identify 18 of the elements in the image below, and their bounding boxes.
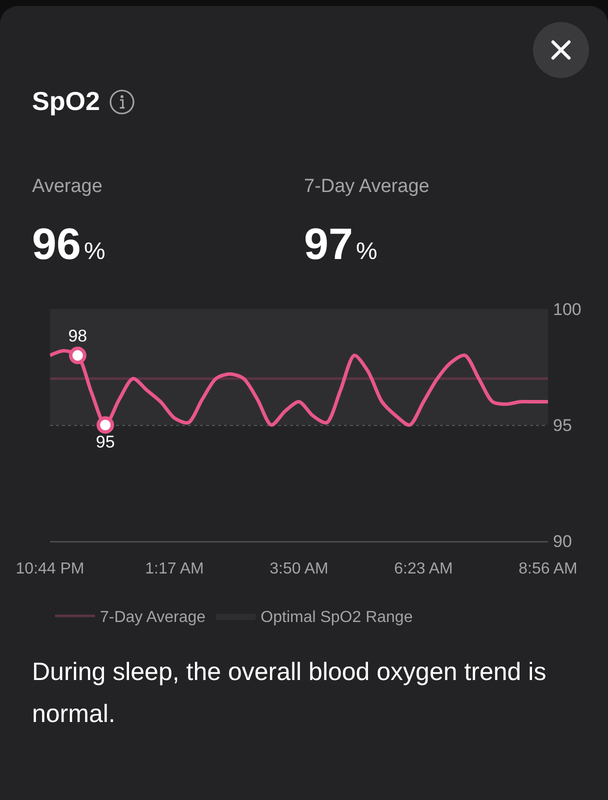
y-tick-label: 90 [553, 532, 572, 551]
x-tick-label: 10:44 PM [16, 560, 84, 578]
legend-label: Optimal SpO2 Range [260, 609, 413, 626]
text: 97% [304, 220, 378, 269]
data-label: 95 [96, 432, 115, 452]
x-tick-label: 8:56 AM [518, 560, 578, 578]
text: 7-Day Average [304, 176, 430, 198]
text: 96% [32, 220, 106, 269]
x-tick-label: 3:50 AM [270, 560, 328, 578]
y-tick-label: 100 [553, 300, 582, 319]
chart-title: SpO2 [32, 86, 100, 117]
y-tick-label: 95 [553, 416, 572, 435]
legend-label: 7-Day Average [100, 609, 206, 626]
text: During sleep, the overall blood oxygen trend is normal. [32, 657, 548, 730]
data-label: 98 [68, 326, 88, 346]
x-tick-label: 1:17 AM [145, 560, 204, 578]
text: Average [32, 176, 104, 198]
x-tick-label: 6:23 AM [394, 560, 453, 578]
